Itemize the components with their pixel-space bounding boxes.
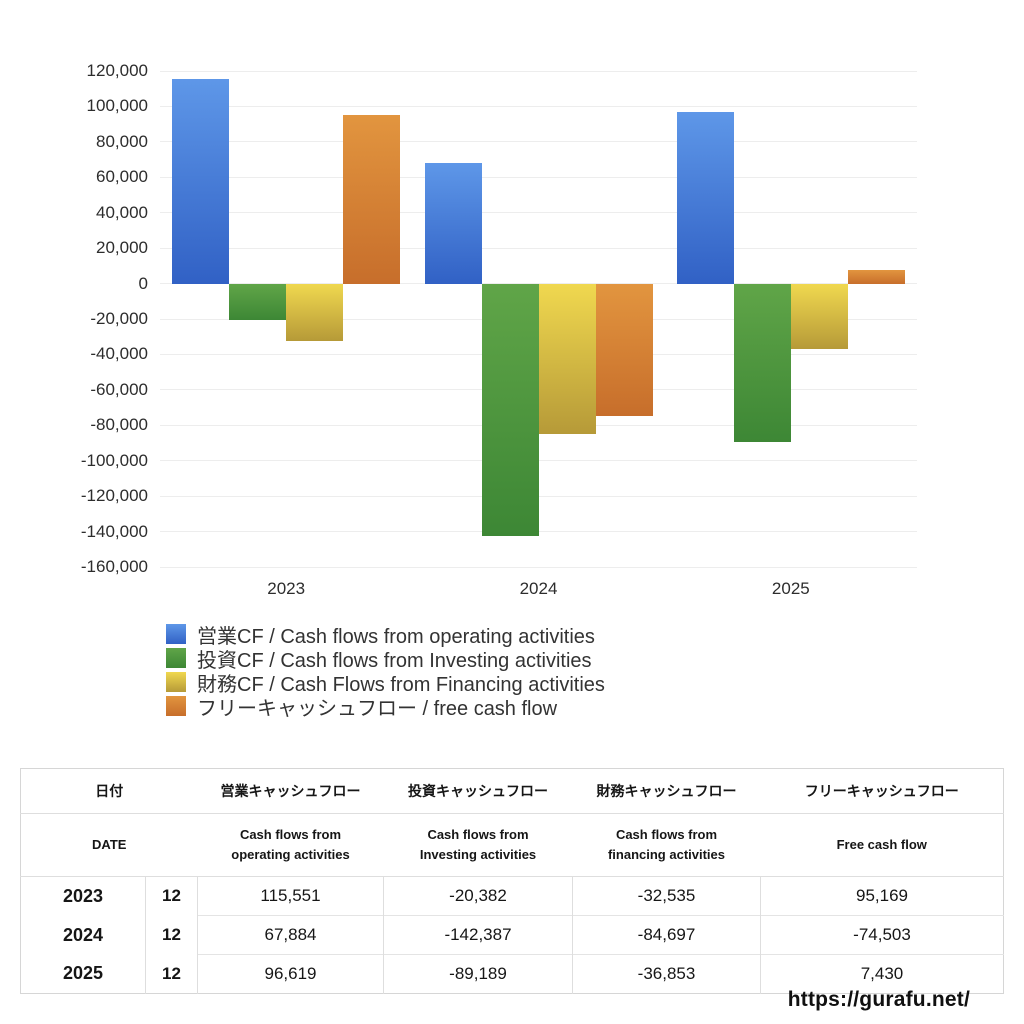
y-axis-tick-label: -40,000 [90,344,148,364]
col-header-financing-jp: 財務キャッシュフロー [572,768,761,814]
legend-swatch-operating [166,624,186,644]
y-axis-tick-label: 0 [138,273,148,293]
bar-2024-investing [481,283,539,536]
bar-2024-financing [538,283,596,434]
y-axis-tick-label: -140,000 [80,521,148,541]
legend-item-freecashflow: フリーキャッシュフロー / free cash flow [166,694,605,720]
col-header-financing-en: Cash flows from financing activities [572,813,761,877]
legend-label-freecashflow: フリーキャッシュフロー / free cash flow [197,697,558,720]
gridline [160,70,917,72]
cell-freecashflow-2025: 7,430 [760,954,1004,994]
cell-month-2025: 12 [145,954,198,994]
table-row-2025: 2025 12 96,619 -89,189 -36,853 7,430 [21,954,1004,994]
cell-year-2023: 2023 [62,885,104,906]
gridline [160,105,917,107]
col-header-freecashflow-jp: フリーキャッシュフロー [760,768,1004,814]
legend-swatch-investing [166,648,186,668]
cell-month-2024: 12 [145,915,198,955]
y-axis-tick-label: -160,000 [80,557,148,576]
bar-2024-freecashflow [595,283,653,416]
y-axis-tick-label: 120,000 [86,61,148,80]
cashflow-bar-chart: 120,000 100,000 80,000 60,000 40,000 20,000 0 -… [80,61,917,598]
legend-swatch-financing [166,672,186,692]
table-row-2024: 2024 12 67,884 -142,387 -84,697 -74,503 [21,915,1004,955]
legend-item-financing: 財務CF / Cash Flows from Financing activit… [166,670,605,696]
cell-financing-2023: -32,535 [572,876,761,916]
legend-label-financing: 財務CF / Cash Flows from Financing activit… [197,673,605,696]
y-axis-tick-label: 60,000 [96,167,148,187]
chart-legend: 営業CF / Cash flows from operating activit… [166,622,605,720]
bar-2025-investing [733,283,791,442]
plot-area [160,70,917,568]
col-header-date-jp: 日付 [20,768,198,814]
cell-financing-2025: -36,853 [572,954,761,994]
cell-operating-2025: 96,619 [197,954,384,994]
site-url[interactable]: https://gurafu.net/ [787,988,970,1011]
gridline [160,566,917,568]
col-header-freecashflow-en: Free cash flow [760,813,1004,877]
gridline [160,531,917,533]
y-axis-tick-label: -80,000 [90,415,148,435]
bar-2024-operating [424,163,482,284]
bar-2023-investing [229,283,287,320]
legend-label-operating: 営業CF / Cash flows from operating activit… [197,625,595,648]
bar-2023-financing [286,283,344,342]
y-axis-tick-label: 40,000 [96,202,148,222]
y-axis-tick-label: -120,000 [80,486,148,506]
cell-freecashflow-2023: 95,169 [760,876,1004,916]
y-axis-tick-label: 80,000 [96,131,148,151]
gridline [160,495,917,497]
bar-2025-financing [790,283,848,349]
cashflow-table: 日付 営業キャッシュフロー 投資キャッシュフロー 財務キャッシュフロー フリーキャッシュ… [20,768,1004,994]
x-axis-tick-label: 2023 [267,579,306,598]
y-axis-tick-label: 20,000 [96,238,148,258]
cell-investing-2025: -89,189 [383,954,573,994]
legend-swatch-freecashflow [166,696,186,716]
bar-2025-freecashflow [847,270,905,284]
table-header-en: DATE Cash flows from operating activities… [20,813,1004,877]
bar-2023-freecashflow [343,114,401,284]
cell-financing-2024: -84,697 [572,915,761,955]
gridline [160,141,917,143]
table-row-2023: 2023 12 115,551 -20,382 -32,535 95,169 [21,876,1004,916]
gridline [160,460,917,462]
legend-item-investing: 投資CF / Cash flows from Investing activit… [166,646,605,672]
x-axis-tick-label: 2024 [519,579,558,598]
cell-year-2024: 2024 [62,924,104,945]
x-axis-tick-label: 2025 [771,579,810,598]
gridline [160,176,917,178]
legend-item-operating: 営業CF / Cash flows from operating activit… [166,622,605,648]
cell-investing-2023: -20,382 [383,876,573,916]
cell-month-2023: 12 [145,876,198,916]
y-axis-tick-label: 100,000 [86,96,148,116]
bar-2025-operating [676,112,734,284]
cell-investing-2024: -142,387 [383,915,573,955]
legend-label-investing: 投資CF / Cash flows from Investing activit… [197,649,592,672]
gridline [160,212,917,214]
y-axis-tick-label: -20,000 [90,309,148,328]
col-header-investing-en: Cash flows from Investing activities [383,813,573,877]
bar-2023-operating [172,78,230,284]
col-header-operating-en: Cash flows from operating activities [197,813,384,877]
col-header-investing-jp: 投資キャッシュフロー [383,768,573,814]
table-header-jp: 日付 営業キャッシュフロー 投資キャッシュフロー 財務キャッシュフロー フリーキャッシュ… [20,768,1004,814]
cell-freecashflow-2024: -74,503 [760,915,1004,955]
y-axis-tick-label: -60,000 [90,379,148,399]
cell-year-2025: 2025 [62,963,104,984]
col-header-date-en: DATE [20,813,198,877]
col-header-operating-jp: 営業キャッシュフロー [197,768,384,814]
cell-operating-2024: 67,884 [197,915,384,955]
y-axis-tick-label: -100,000 [80,450,148,470]
gridline [160,247,917,249]
cell-operating-2023: 115,551 [197,876,384,916]
